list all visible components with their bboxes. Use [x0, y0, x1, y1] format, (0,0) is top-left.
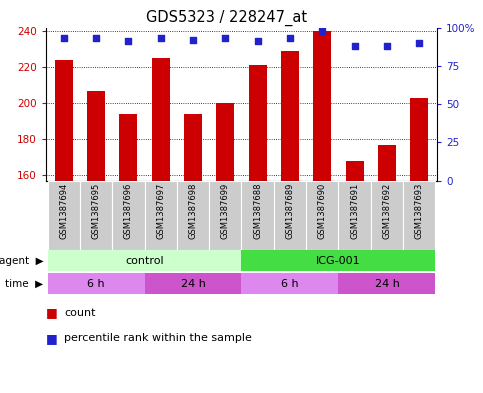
Point — [383, 43, 391, 49]
Bar — [411, 98, 428, 181]
Bar — [144, 181, 177, 250]
Bar — [313, 31, 331, 181]
Text: GSM1387689: GSM1387689 — [285, 183, 295, 239]
Text: GSM1387692: GSM1387692 — [383, 183, 392, 239]
Bar — [55, 60, 72, 181]
Text: GSM1387698: GSM1387698 — [188, 183, 198, 239]
Point — [222, 35, 229, 41]
Text: ICG-001: ICG-001 — [316, 256, 361, 266]
Text: GSM1387694: GSM1387694 — [59, 183, 68, 239]
Bar — [242, 250, 436, 272]
Bar — [281, 51, 299, 181]
Point — [415, 40, 423, 46]
Text: GDS5323 / 228247_at: GDS5323 / 228247_at — [146, 10, 308, 26]
Bar — [144, 273, 242, 294]
Text: GSM1387697: GSM1387697 — [156, 183, 165, 239]
Text: GSM1387696: GSM1387696 — [124, 183, 133, 239]
Text: GSM1387699: GSM1387699 — [221, 183, 230, 239]
Text: 24 h: 24 h — [181, 279, 205, 289]
Bar — [80, 181, 112, 250]
Text: GSM1387691: GSM1387691 — [350, 183, 359, 239]
Bar — [216, 103, 234, 181]
Text: GSM1387688: GSM1387688 — [253, 183, 262, 239]
Text: percentile rank within the sample: percentile rank within the sample — [64, 333, 252, 343]
Point — [92, 35, 100, 41]
Point — [157, 35, 165, 41]
Point — [189, 37, 197, 43]
Bar — [249, 65, 267, 181]
Text: control: control — [125, 256, 164, 266]
Bar — [306, 181, 339, 250]
Bar — [87, 91, 105, 181]
Bar — [378, 145, 396, 181]
Text: 6 h: 6 h — [281, 279, 299, 289]
Bar — [339, 181, 371, 250]
Point — [60, 35, 68, 41]
Bar — [47, 250, 242, 272]
Point — [254, 38, 261, 44]
Bar — [346, 161, 364, 181]
Point — [318, 28, 326, 34]
Text: GSM1387690: GSM1387690 — [318, 183, 327, 239]
Bar — [242, 181, 274, 250]
Bar — [242, 273, 339, 294]
Bar — [47, 273, 144, 294]
Bar — [119, 114, 137, 181]
Text: GSM1387693: GSM1387693 — [415, 183, 424, 239]
Bar — [371, 181, 403, 250]
Text: count: count — [64, 308, 96, 318]
Text: GSM1387695: GSM1387695 — [91, 183, 100, 239]
Text: 6 h: 6 h — [87, 279, 105, 289]
Text: 24 h: 24 h — [374, 279, 399, 289]
Bar — [184, 114, 202, 181]
Point — [286, 35, 294, 41]
Point — [351, 43, 358, 49]
Text: ■: ■ — [46, 306, 57, 320]
Bar — [112, 181, 144, 250]
Text: time  ▶: time ▶ — [5, 279, 43, 289]
Bar — [47, 181, 80, 250]
Bar — [274, 181, 306, 250]
Bar — [177, 181, 209, 250]
Bar — [403, 181, 436, 250]
Point — [125, 38, 132, 44]
Bar — [152, 58, 170, 181]
Bar — [209, 181, 242, 250]
Text: agent  ▶: agent ▶ — [0, 256, 43, 266]
Text: ■: ■ — [46, 332, 57, 345]
Bar — [339, 273, 436, 294]
